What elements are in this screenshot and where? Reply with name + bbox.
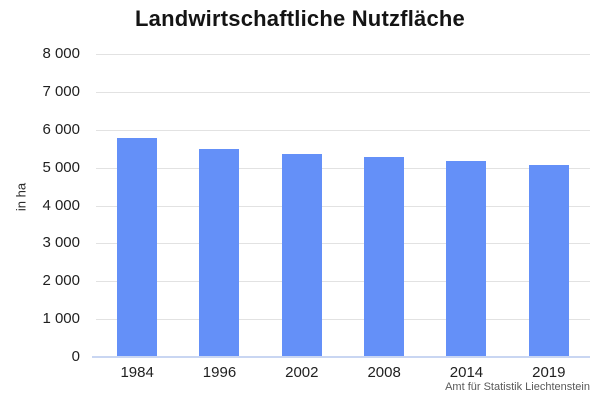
- bar-band-1996: 1996: [178, 54, 260, 381]
- y-tick-label-2000: 2 000: [42, 272, 80, 290]
- bar-series: 1984 1996 2002 2008 2014 2019: [96, 54, 590, 381]
- y-tick-label-8000: 8 000: [42, 45, 80, 62]
- bar-2002: [281, 154, 322, 357]
- gridline-2000: [96, 281, 590, 283]
- bar-band-2014: 2014: [425, 54, 507, 381]
- y-tick-label-0: 0: [71, 348, 80, 365]
- bar-1996: [199, 149, 240, 357]
- x-tick-label-2014: 2014: [449, 364, 484, 381]
- bar-band-2019: 2019: [508, 54, 590, 381]
- bar-1984: [117, 138, 158, 357]
- y-tick-label-6000: 6 000: [42, 120, 80, 138]
- bar-2019: [528, 164, 569, 357]
- gridline-7000: [96, 91, 590, 93]
- bar-band-2002: 2002: [261, 54, 343, 381]
- plot-area: 1984 1996 2002 2008 2014 2019: [92, 54, 590, 381]
- x-tick-label-1984: 1984: [120, 364, 154, 381]
- y-tick-label-5000: 5 000: [42, 158, 80, 176]
- bar-band-2008: 2008: [343, 54, 425, 381]
- y-tick-label-7000: 7 000: [42, 82, 80, 100]
- x-axis-baseline: [92, 356, 590, 358]
- source-note: Amt für Statistik Liechtenstein: [445, 381, 590, 393]
- gridline-4000: [96, 205, 590, 207]
- x-tick-label-2008: 2008: [367, 364, 401, 381]
- y-tick-label-4000: 4 000: [42, 196, 80, 214]
- y-axis-tick-labels: 0 1 000 2 000 3 000 4 000 5 000 6 000 7 000 8 00…: [0, 46, 80, 365]
- bar-2008: [364, 157, 405, 357]
- gridline-5000: [96, 167, 590, 169]
- x-tick-label-2019: 2019: [532, 364, 566, 381]
- y-tick-label-3000: 3 000: [42, 234, 80, 252]
- bar-2014: [446, 161, 487, 357]
- y-tick-label-1000: 1 000: [42, 310, 80, 328]
- x-tick-label-2002: 2002: [285, 364, 319, 381]
- bar-band-1984: 1984: [96, 54, 178, 381]
- x-tick-label-1996: 1996: [202, 364, 237, 381]
- gridline-3000: [96, 243, 590, 245]
- chart-title: Landwirtschaftliche Nutzfläche: [135, 6, 465, 31]
- gridline-1000: [96, 319, 590, 321]
- gridline-8000: [96, 54, 590, 55]
- gridline-6000: [96, 129, 590, 131]
